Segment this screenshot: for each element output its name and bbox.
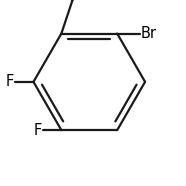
Text: Br: Br xyxy=(140,26,156,41)
Text: F: F xyxy=(34,123,42,138)
Text: F: F xyxy=(6,74,14,89)
